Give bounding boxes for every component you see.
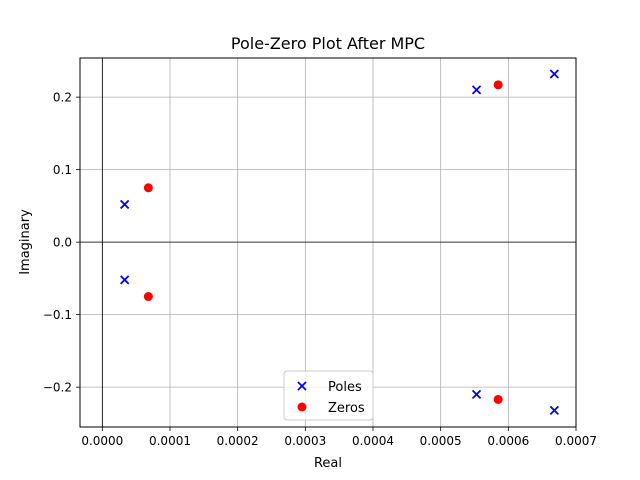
y-tick-label: 0.1 (53, 163, 72, 177)
poles-point (120, 275, 130, 285)
y-axis-label: Imaginary (18, 209, 33, 275)
legend: Poles Zeros (283, 370, 374, 421)
legend-marker-poles (297, 381, 307, 391)
zeros-point (493, 394, 503, 404)
zero-axis-lines (80, 58, 576, 427)
y-tick-label: 0.0 (53, 236, 72, 250)
y-tick-label: −0.1 (43, 308, 72, 322)
x-tick-label: 0.0004 (352, 434, 394, 448)
x-tick-label: 0.0000 (81, 434, 123, 448)
x-axis-label: Real (314, 456, 342, 471)
poles-point (120, 199, 130, 210)
y-axis-ticks: −0.2 −0.1 0.0 0.1 0.2 (43, 91, 80, 395)
zeros-point (143, 183, 153, 193)
poles-point (471, 389, 482, 400)
x-axis-ticks: 0.0000 0.0001 0.0002 0.0003 0.0004 0.0005 0.00… (81, 427, 597, 448)
x-tick-label: 0.0005 (420, 434, 462, 448)
legend-label-zeros: Zeros (328, 401, 365, 416)
data-marks (120, 69, 559, 415)
y-tick-label: 0.2 (53, 91, 72, 105)
poles-point (471, 85, 482, 95)
zeros-point (493, 80, 503, 90)
poles-point (549, 405, 559, 415)
y-tick-label: −0.2 (43, 381, 72, 395)
zeros-point (143, 292, 153, 302)
x-tick-label: 0.0003 (284, 434, 326, 448)
x-tick-label: 0.0002 (217, 434, 259, 448)
x-tick-label: 0.0006 (487, 434, 529, 448)
legend-marker-zeros (297, 402, 307, 412)
x-tick-label: 0.0001 (149, 434, 191, 448)
chart-title: Pole-Zero Plot After MPC (231, 34, 425, 53)
x-tick-label: 0.0007 (555, 434, 597, 448)
legend-label-poles: Poles (328, 380, 362, 395)
poles-point (549, 69, 559, 79)
